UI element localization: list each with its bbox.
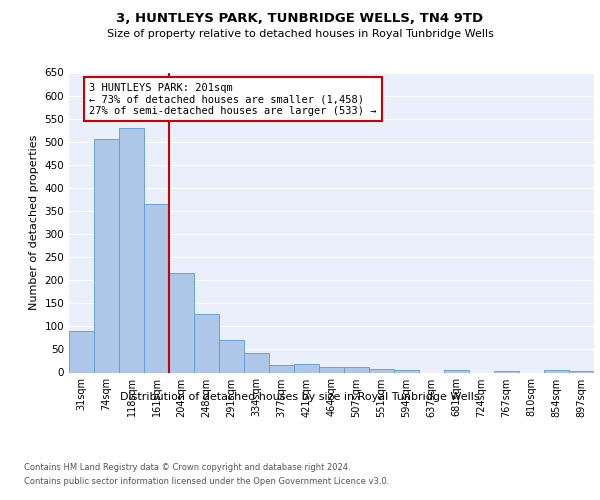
- Text: Contains public sector information licensed under the Open Government Licence v3: Contains public sector information licen…: [24, 478, 389, 486]
- Text: Contains HM Land Registry data © Crown copyright and database right 2024.: Contains HM Land Registry data © Crown c…: [24, 462, 350, 471]
- Bar: [219, 340, 244, 372]
- Text: Distribution of detached houses by size in Royal Tunbridge Wells: Distribution of detached houses by size …: [120, 392, 480, 402]
- Bar: [144, 204, 169, 372]
- Bar: [394, 370, 419, 372]
- Bar: [544, 370, 569, 372]
- Bar: [569, 371, 594, 372]
- Bar: [94, 138, 119, 372]
- Bar: [169, 274, 194, 372]
- Bar: [344, 368, 369, 372]
- Bar: [319, 368, 344, 372]
- Bar: [494, 371, 519, 372]
- Bar: [244, 353, 269, 372]
- Bar: [369, 369, 394, 372]
- Y-axis label: Number of detached properties: Number of detached properties: [29, 135, 39, 310]
- Bar: [294, 364, 319, 372]
- Bar: [194, 314, 219, 372]
- Bar: [119, 128, 144, 372]
- Bar: [69, 331, 94, 372]
- Text: 3 HUNTLEYS PARK: 201sqm
← 73% of detached houses are smaller (1,458)
27% of semi: 3 HUNTLEYS PARK: 201sqm ← 73% of detache…: [89, 82, 377, 116]
- Bar: [269, 365, 294, 372]
- Bar: [444, 370, 469, 372]
- Text: 3, HUNTLEYS PARK, TUNBRIDGE WELLS, TN4 9TD: 3, HUNTLEYS PARK, TUNBRIDGE WELLS, TN4 9…: [116, 12, 484, 26]
- Text: Size of property relative to detached houses in Royal Tunbridge Wells: Size of property relative to detached ho…: [107, 29, 493, 39]
